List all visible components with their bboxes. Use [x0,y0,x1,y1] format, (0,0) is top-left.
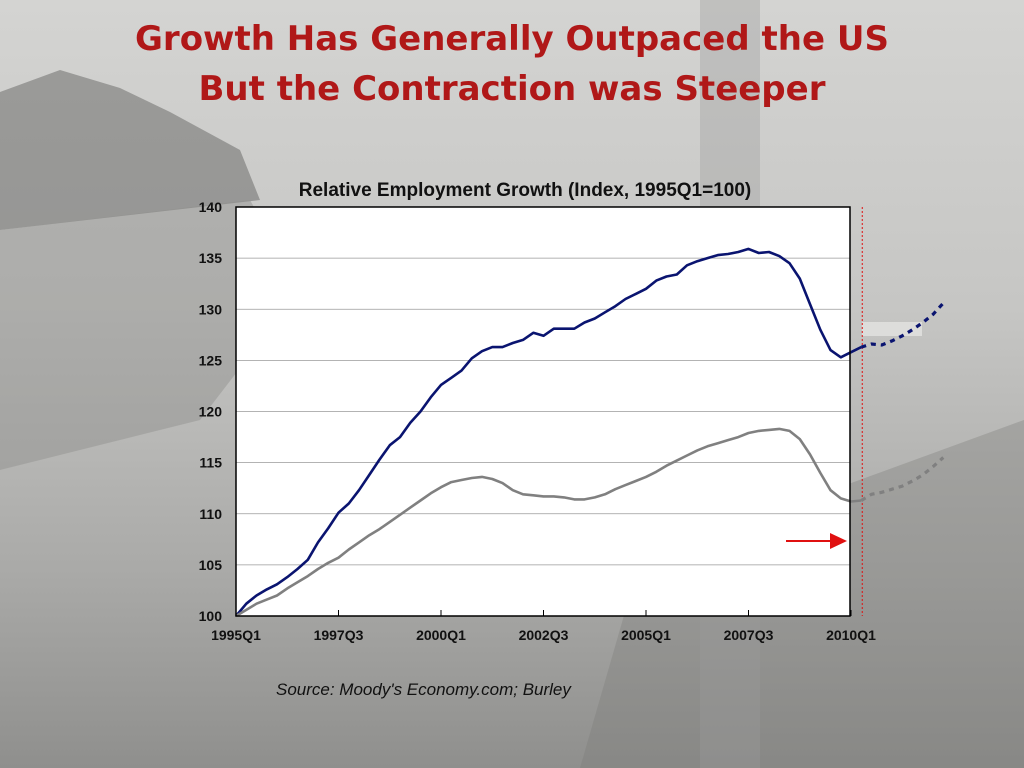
x-tick-label: 2000Q1 [416,627,466,643]
y-tick-label: 100 [199,608,223,624]
y-tick-label: 120 [199,404,223,420]
series-line-dark [235,247,862,617]
x-tick-label: 2010Q1 [826,627,876,643]
series-forecast-line-dark [860,302,945,349]
slide-title: Growth Has Generally Outpaced the US But… [0,14,1024,114]
x-tick-label: 2007Q3 [724,627,774,643]
background-sign [862,322,922,336]
background-hill [0,200,300,470]
slide-title-line-2: But the Contraction was Steeper [198,69,826,109]
y-tick-label: 115 [199,455,222,471]
chart-title: Relative Employment Growth (Index, 1995Q… [299,180,751,201]
x-tick-label: 2005Q1 [621,627,671,643]
plot-border [235,206,851,617]
y-tick-label: 135 [199,250,223,266]
background-hill [0,70,260,230]
series-line-gray [235,427,862,618]
forecast-arrow-head [830,533,847,549]
x-tick-label: 1997Q3 [314,627,364,643]
series-forecast-line-gray [860,456,945,502]
x-tick-label: 2002Q3 [519,627,569,643]
x-tick-label: 1995Q1 [211,627,261,643]
y-tick-label: 110 [199,506,222,522]
y-tick-label: 125 [199,352,223,368]
y-tick-label: 105 [199,557,223,573]
source-note: Source: Moody's Economy.com; Burley [276,680,571,699]
slide-title-line-1: Growth Has Generally Outpaced the US [135,19,889,59]
y-tick-label: 140 [199,199,223,215]
y-tick-label: 130 [199,301,223,317]
